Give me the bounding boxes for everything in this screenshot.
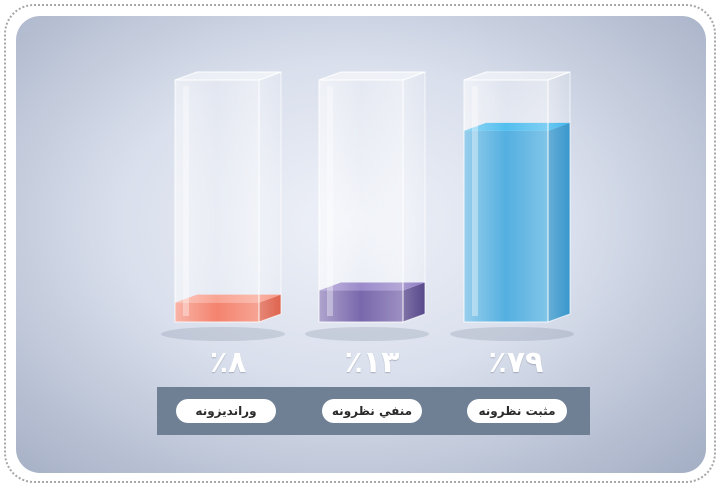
tube-side-2 bbox=[402, 71, 426, 323]
tube-side-3 bbox=[547, 71, 571, 323]
value-label-2: ٪۱۳ bbox=[344, 345, 400, 380]
tube-front-2 bbox=[318, 79, 404, 323]
value-label-3: ٪۷۹ bbox=[488, 345, 544, 380]
tube-top-3 bbox=[463, 71, 571, 81]
tube-highlight-1 bbox=[183, 86, 189, 316]
tube-top-2 bbox=[318, 71, 426, 81]
bar-shadow-3 bbox=[450, 327, 574, 341]
chart-frame bbox=[4, 4, 716, 483]
tube-side-1 bbox=[258, 71, 282, 323]
bar-shadow-2 bbox=[305, 327, 429, 341]
tube-highlight-3 bbox=[472, 86, 478, 316]
tube-top-1 bbox=[174, 71, 282, 81]
value-label-1: ٪۸ bbox=[209, 345, 247, 380]
category-label-2: منفي نظرونه bbox=[322, 399, 422, 423]
category-label-3: مثبت نظرونه bbox=[467, 399, 567, 423]
category-label-1: وراندیزونه bbox=[176, 399, 276, 423]
tube-front-1 bbox=[174, 79, 260, 323]
bar-shadow-1 bbox=[161, 327, 285, 341]
tube-highlight-2 bbox=[327, 86, 333, 316]
